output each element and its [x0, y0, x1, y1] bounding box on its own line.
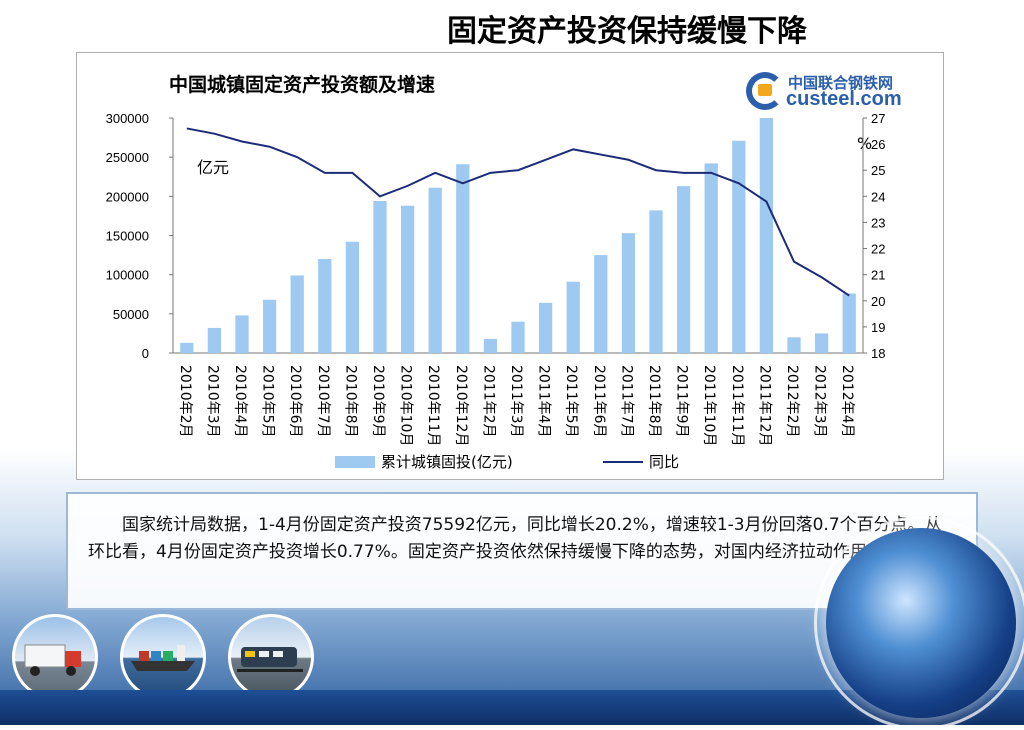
globe-icon — [826, 528, 1016, 718]
plot-area: 0 50000 100000 150000 200000 250000 300000 18 19… — [106, 111, 886, 471]
logo-en-text: custeel.com — [786, 88, 902, 110]
x-tick-label: 2011年3月 — [508, 365, 524, 438]
bar — [373, 201, 387, 353]
right-tick-label: 24 — [871, 189, 885, 204]
left-tick-label: 100000 — [106, 268, 149, 283]
right-tick-label: 22 — [871, 242, 885, 257]
x-tick-label: 2010年9月 — [370, 365, 386, 438]
legend-bar-label: 累计城镇固投(亿元) — [381, 453, 513, 471]
bar — [566, 281, 580, 353]
x-tick-label: 2012年3月 — [812, 365, 828, 438]
x-tick-label: 2010年7月 — [315, 365, 331, 438]
chart-frame: 中国城镇固定资产投资额及增速 亿元 % 0 50000 100000 150000 20… — [76, 52, 944, 480]
x-tick-label: 2010年5月 — [260, 365, 276, 438]
bar — [262, 299, 277, 353]
bar — [400, 205, 415, 353]
x-tick-label: 2010年11月 — [425, 365, 441, 446]
x-tick-label: 2010年6月 — [287, 365, 303, 438]
x-tick-label: 2011年12月 — [756, 365, 772, 446]
custeel-logo: 中国联合钢铁网 custeel.com — [746, 70, 926, 114]
left-tick-label: 200000 — [106, 189, 149, 204]
bar — [290, 275, 304, 353]
logo-cn-text: 中国联合钢铁网 — [788, 74, 894, 92]
right-axis-unit: % — [857, 134, 872, 153]
x-tick-label: 2011年8月 — [646, 365, 662, 438]
left-tick-label: 250000 — [106, 150, 149, 165]
right-tick-label: 21 — [871, 268, 885, 283]
chart-title: 中国城镇固定资产投资额及增速 — [169, 73, 435, 96]
bar — [180, 342, 194, 353]
left-axis-unit: 亿元 — [197, 158, 229, 177]
bar — [732, 140, 746, 353]
x-tick-label: 2010年10月 — [398, 365, 414, 446]
x-tick-label: 2011年11月 — [729, 365, 745, 446]
x-tick-label: 2012年4月 — [839, 365, 855, 438]
left-tick-label: 50000 — [113, 307, 149, 322]
body-text: 国家统计局数据，1-4月份固定资产投资75592亿元，同比增长20.2%，增速较… — [66, 492, 978, 610]
x-tick-label: 2010年4月 — [232, 365, 248, 438]
x-tick-label: 2011年9月 — [674, 365, 690, 438]
right-tick-label: 23 — [871, 215, 885, 230]
x-tick-label: 2012年2月 — [784, 365, 800, 438]
x-tick-label: 2011年2月 — [480, 365, 496, 438]
x-tick-label: 2010年12月 — [453, 365, 469, 446]
left-tick-label: 300000 — [106, 111, 149, 126]
bar — [345, 241, 360, 353]
bar — [621, 233, 636, 353]
bar — [428, 187, 442, 353]
train-icon — [228, 614, 314, 700]
x-tick-label: 2011年7月 — [618, 365, 634, 438]
left-tick-label: 150000 — [106, 229, 149, 244]
x-tick-label: 2011年4月 — [536, 365, 552, 438]
logo-dot — [758, 84, 772, 96]
yoy-growth-line — [186, 127, 850, 297]
x-tick-label: 2010年2月 — [177, 365, 193, 438]
cargo-ship-icon — [120, 614, 206, 700]
bar — [483, 338, 498, 353]
right-tick-label: 27 — [871, 111, 885, 126]
slide-title: 固定资产投资保持缓慢下降 — [447, 14, 807, 49]
bar — [235, 315, 249, 353]
bar — [704, 163, 718, 353]
bar — [814, 333, 829, 353]
bar — [787, 337, 801, 353]
bar — [594, 255, 608, 353]
bar — [759, 118, 774, 353]
right-tick-label: 20 — [871, 294, 885, 309]
legend-bar-swatch — [335, 456, 375, 468]
right-tick-label: 26 — [871, 137, 885, 152]
bar — [649, 210, 663, 353]
x-tick-label: 2011年5月 — [563, 365, 579, 438]
x-tick-label: 2010年8月 — [342, 365, 358, 438]
bar — [511, 321, 525, 353]
x-tick-label: 2011年6月 — [591, 365, 607, 438]
bar — [676, 186, 691, 353]
bar — [842, 293, 856, 353]
bar — [318, 259, 332, 353]
left-tick-label: 0 — [142, 346, 149, 361]
bar — [538, 302, 553, 353]
legend-line-label: 同比 — [649, 453, 679, 471]
bar — [207, 327, 222, 353]
truck-icon — [12, 614, 98, 700]
right-tick-label: 19 — [871, 320, 885, 335]
bar — [456, 164, 470, 353]
logo-c-mark — [746, 72, 784, 110]
right-tick-label: 25 — [871, 163, 885, 178]
x-tick-label: 2011年10月 — [701, 365, 717, 446]
x-tick-label: 2010年3月 — [204, 365, 220, 438]
combo-chart: 中国城镇固定资产投资额及增速 亿元 % 0 50000 100000 150000 20… — [106, 73, 886, 471]
right-tick-label: 18 — [871, 346, 885, 361]
